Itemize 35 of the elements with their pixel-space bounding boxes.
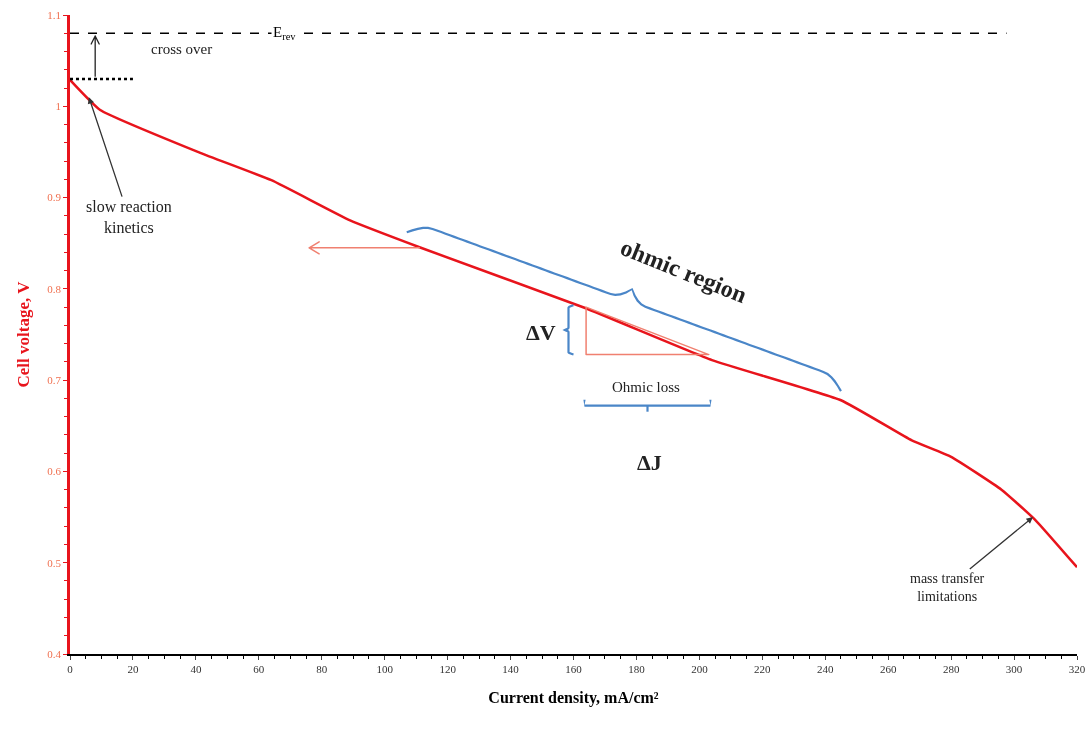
x-axis-title: Current density, mA/cm²	[488, 689, 659, 708]
annotation: ohmic region	[616, 233, 751, 309]
x-tick-label: 240	[817, 663, 834, 676]
annotation: slow reaction kinetics	[86, 198, 172, 236]
x-tick-label: 320	[1068, 663, 1086, 676]
annotation: ΔV	[526, 320, 556, 345]
x-tick-label: 0	[67, 663, 74, 676]
y-tick-label: 0.4	[47, 647, 62, 660]
x-tick-label: 100	[376, 663, 394, 676]
x-tick-label: 220	[754, 663, 772, 676]
y-tick-label: 0.8	[47, 282, 62, 295]
x-tick-label: 140	[502, 663, 520, 676]
x-tick-label: 300	[1005, 663, 1023, 676]
x-tick-label: 180	[628, 663, 646, 676]
y-tick-label: 0.6	[47, 465, 62, 478]
annotation: Ohmic loss	[612, 379, 681, 395]
annotation: mass transfer limitations	[910, 571, 985, 605]
x-tick-label: 160	[565, 663, 583, 676]
y-tick-label: 0.9	[47, 191, 62, 204]
annotation: cross over	[151, 41, 213, 57]
y-tick-label: 1	[55, 100, 62, 113]
x-tick-label: 40	[190, 663, 202, 676]
y-tick-label: 1.1	[47, 8, 62, 21]
x-tick-label: 20	[127, 663, 139, 676]
x-tick-label: 80	[316, 663, 328, 676]
y-tick-label: 0.7	[47, 373, 62, 386]
x-tick-label: 260	[879, 663, 897, 676]
x-tick-label: 120	[439, 663, 457, 676]
y-tick-label: 0.5	[47, 556, 62, 569]
x-tick-label: 200	[691, 663, 709, 676]
annotation: ΔJ	[637, 450, 662, 475]
ref-line-label: E$_{rev}$	[273, 24, 297, 43]
x-tick-label: 60	[253, 663, 265, 676]
y-axis-title: Cell voltage, V	[13, 280, 33, 388]
x-tick-label: 280	[942, 663, 960, 676]
